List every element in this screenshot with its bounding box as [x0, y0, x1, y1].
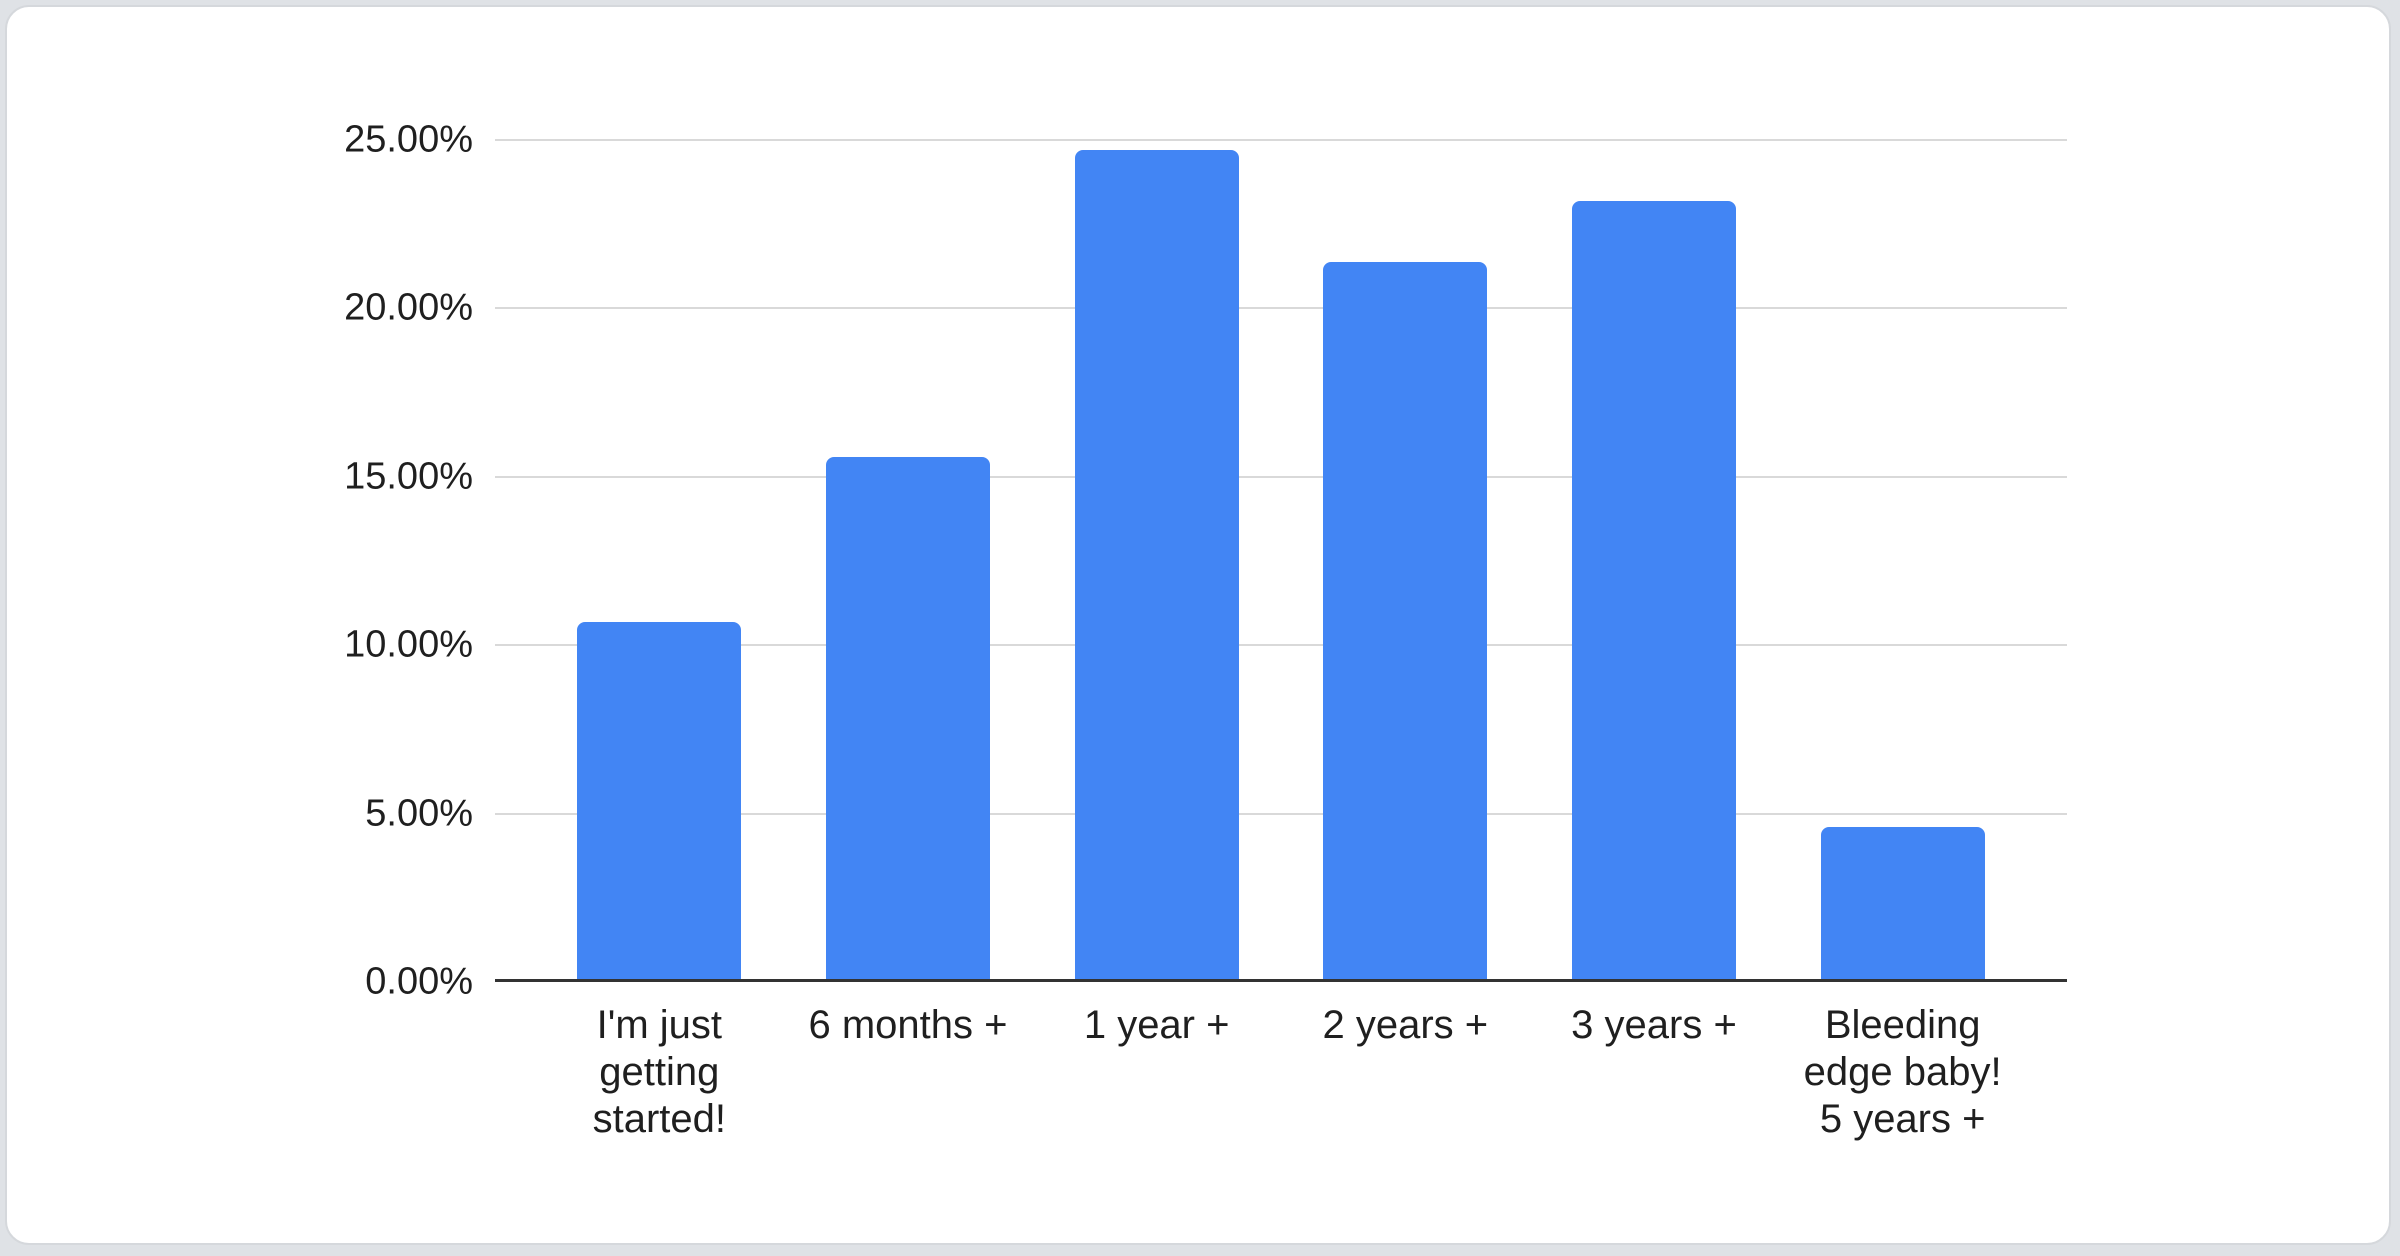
x-tick-label-line: 3 years + [1571, 1003, 1737, 1047]
gridline [495, 139, 2067, 141]
bar [1572, 201, 1736, 979]
x-tick-label-line: getting [599, 1050, 720, 1094]
bar [1820, 827, 1985, 979]
x-tick-label: 2 years + [1245, 1002, 1565, 1049]
x-tick-label-line: 1 year + [1083, 1003, 1230, 1047]
x-tick-label-line: Bleeding [1824, 1003, 1981, 1047]
x-tick-label-line: 2 years + [1322, 1003, 1489, 1047]
x-tick-label: Bleeding edge baby! 5 years + [1743, 1002, 2063, 1143]
gridline [495, 307, 2067, 310]
x-tick-label-line: I'm just [596, 1003, 723, 1047]
gridline [495, 475, 2067, 478]
y-tick-label: 5.00% [365, 792, 473, 835]
y-tick-label: 0.00% [365, 960, 473, 1003]
x-axis-line [495, 979, 2067, 982]
x-tick-label: I'm just getting started! [499, 1002, 819, 1143]
bar [577, 622, 742, 979]
y-tick-label: 20.00% [344, 286, 473, 329]
x-tick-label: 1 year + [997, 1002, 1317, 1049]
x-tick-label-line: edge baby! [1803, 1050, 2002, 1094]
bar [1323, 261, 1488, 979]
x-tick-label-line: 6 months + [808, 1003, 1008, 1047]
gridline [495, 812, 2067, 815]
x-tick-label: 6 months + [748, 1002, 1068, 1049]
x-tick-label: 3 years + [1494, 1002, 1814, 1049]
y-tick-label: 15.00% [344, 455, 473, 498]
bar [1074, 150, 1239, 979]
x-tick-label-line: started! [592, 1097, 727, 1141]
y-tick-label: 25.00% [344, 118, 473, 161]
y-tick-label: 10.00% [344, 623, 473, 666]
bar [826, 456, 990, 979]
plot-area [495, 139, 2067, 982]
x-tick-label-line: 5 years + [1819, 1097, 1986, 1141]
gridline [495, 644, 2067, 647]
